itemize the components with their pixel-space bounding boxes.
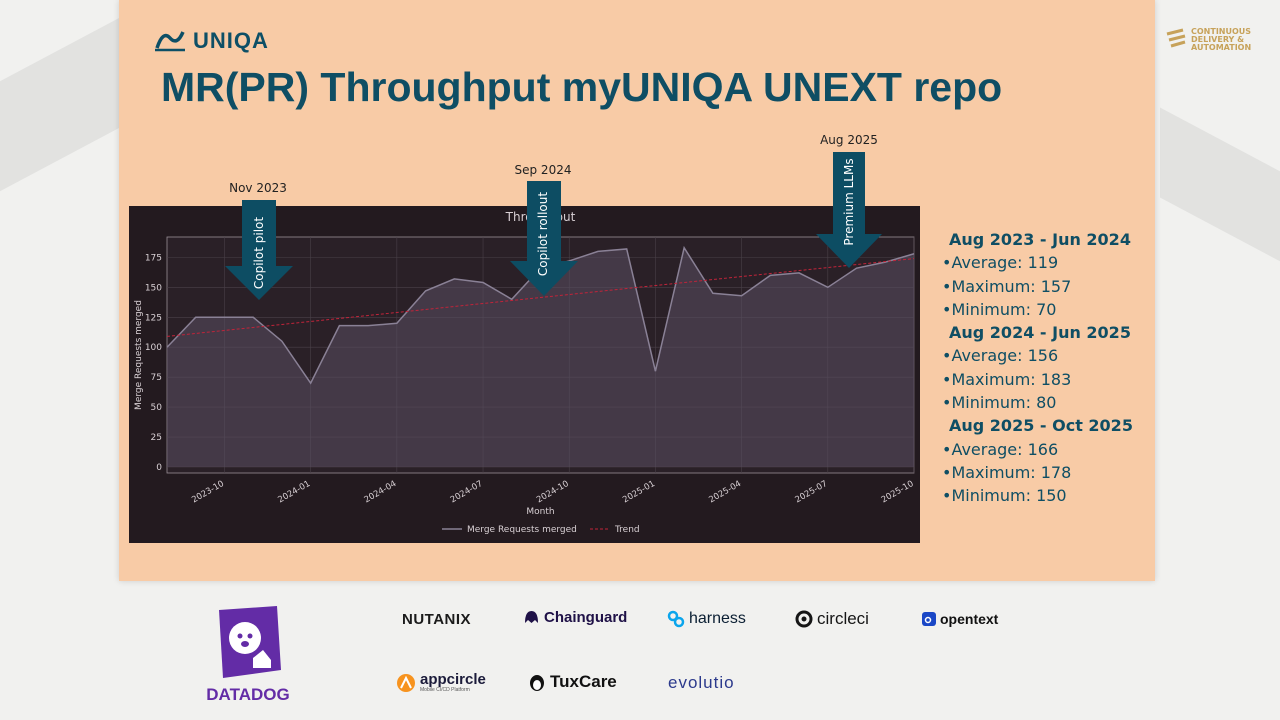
harness-logo: harness <box>667 610 746 628</box>
harness-logo-text: harness <box>689 610 746 627</box>
y-tick-label: 25 <box>151 433 162 443</box>
circleci-logo-text: circleci <box>817 609 869 628</box>
circleci-icon <box>795 610 813 628</box>
arrow-down-icon <box>510 181 578 296</box>
callout-text-copilot-rollout: Copilot rollout <box>536 191 550 277</box>
slide: UNIQA MR(PR) Throughput myUNIQA UNEXT re… <box>119 0 1155 581</box>
y-tick-label: 175 <box>145 253 162 263</box>
y-tick-label: 0 <box>156 463 162 473</box>
x-tick-label: 2024-04 <box>363 479 399 505</box>
opentext-icon <box>922 612 936 626</box>
harness-icon <box>667 610 685 628</box>
stats-minimum: •Minimum: 80 <box>942 393 1057 413</box>
evolutio-logo-text: evolutio <box>668 673 735 692</box>
nutanix-logo-text: NUTANIX <box>402 611 472 628</box>
y-tick-label: 125 <box>145 313 162 323</box>
stats-group: Aug 2023 - Jun 2024 •Average: 119 •Maxim… <box>942 228 1142 321</box>
stats-maximum: •Maximum: 178 <box>942 462 1072 482</box>
trend-line <box>166 258 915 337</box>
tuxcare-penguin-icon <box>530 675 544 691</box>
x-tick-label: 2025-07 <box>794 479 830 505</box>
x-tick-label: 2025-10 <box>880 479 916 505</box>
stats-group: Aug 2025 - Oct 2025 •Average: 166 •Maxim… <box>942 414 1142 507</box>
tuxcare-logo-text: TuxCare <box>550 672 617 691</box>
legend-label-series: Merge Requests merged <box>467 525 577 535</box>
arrow-down-icon <box>816 152 882 268</box>
tuxcare-logo: TuxCare <box>528 672 617 692</box>
opentext-logo-text: opentext <box>940 611 999 627</box>
arrow-down-icon <box>225 200 293 300</box>
cda-logo-line: DELIVERY & <box>1191 35 1245 44</box>
x-axis-label: Month <box>526 507 554 517</box>
stats-minimum: •Minimum: 150 <box>942 486 1067 506</box>
x-tick-label: 2024-01 <box>276 479 312 505</box>
datadog-dog-icon <box>219 606 281 678</box>
cda-logo-line: AUTOMATION <box>1191 43 1252 52</box>
y-tick-label: 100 <box>145 343 162 353</box>
chainguard-logo: Chainguard <box>523 609 627 626</box>
x-tick-label: 2025-01 <box>621 479 657 505</box>
appcircle-logo: appcircle Mobile CI/CD Platform <box>396 672 486 693</box>
y-tick-label: 75 <box>151 373 162 383</box>
cda-logo-line: CONTINUOUS <box>1191 27 1252 36</box>
stats-heading: Aug 2024 - Jun 2025 <box>949 323 1131 343</box>
datadog-logo: DATADOG <box>200 606 296 705</box>
y-axis-label: Merge Requests merged <box>134 300 144 410</box>
callout-date-sep-2024: Sep 2024 <box>514 163 572 177</box>
chainguard-octopus-icon <box>525 611 538 623</box>
stats-average: •Average: 166 <box>942 439 1059 459</box>
appcircle-icon <box>397 673 415 692</box>
background-stripe <box>1160 107 1280 283</box>
datadog-logo-text: DATADOG <box>206 685 290 704</box>
stats-average: •Average: 119 <box>942 253 1059 273</box>
stats-maximum: •Maximum: 157 <box>942 276 1072 296</box>
stats-heading: Aug 2025 - Oct 2025 <box>949 416 1133 436</box>
evolutio-logo: evolutio <box>668 673 735 693</box>
stats-group: Aug 2024 - Jun 2025 •Average: 156 •Maxim… <box>942 321 1142 414</box>
cda-logo: CONTINUOUS DELIVERY & AUTOMATION <box>1165 28 1251 52</box>
y-tick-label: 50 <box>151 403 163 413</box>
legend-label-trend: Trend <box>614 525 640 535</box>
callout-text-premium-llms: Premium LLMs <box>842 158 856 246</box>
circleci-logo: circleci <box>795 609 869 629</box>
cda-logo-icon <box>1166 28 1186 48</box>
x-tick-label: 2025-04 <box>707 479 743 505</box>
stats-panel: Aug 2023 - Jun 2024 •Average: 119 •Maxim… <box>942 228 1142 508</box>
appcircle-logo-text: appcircle <box>420 671 486 688</box>
stats-minimum: •Minimum: 70 <box>942 299 1057 319</box>
callout-date-aug-2025: Aug 2025 <box>820 133 878 147</box>
slide-title: MR(PR) Throughput myUNIQA UNEXT repo <box>161 64 1003 110</box>
x-tick-label: 2024-07 <box>449 479 485 505</box>
stats-average: •Average: 156 <box>942 346 1059 366</box>
x-tick-label: 2024-10 <box>535 479 571 505</box>
x-tick-label: 2023-10 <box>190 479 226 505</box>
uniqa-logo: UNIQA <box>153 27 269 55</box>
opentext-logo: opentext <box>922 611 998 627</box>
uniqa-logo-icon <box>155 31 185 52</box>
callout-text-copilot-pilot: Copilot pilot <box>252 216 266 290</box>
appcircle-logo-subtext: Mobile CI/CD Platform <box>420 687 470 693</box>
uniqa-logo-text: UNIQA <box>193 28 269 53</box>
chainguard-logo-text: Chainguard <box>544 609 628 626</box>
nutanix-logo: NUTANIX <box>402 611 471 628</box>
series-area <box>167 247 914 468</box>
stats-heading: Aug 2023 - Jun 2024 <box>949 230 1131 249</box>
y-tick-label: 150 <box>145 283 162 293</box>
stats-maximum: •Maximum: 183 <box>942 369 1072 389</box>
callout-date-nov-2023: Nov 2023 <box>229 181 287 195</box>
